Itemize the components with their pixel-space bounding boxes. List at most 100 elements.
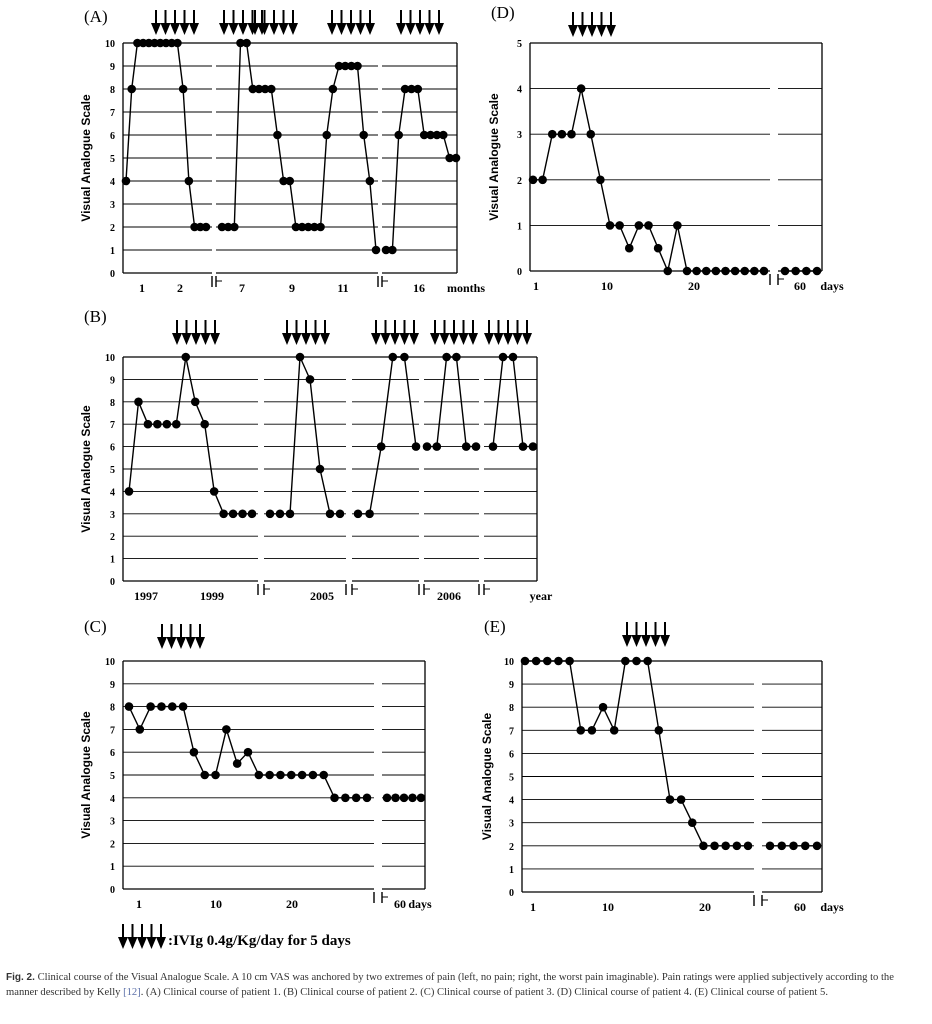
y-tick-label: 2 (509, 842, 514, 853)
y-tick-label: 3 (110, 817, 115, 828)
arrow-head (522, 333, 532, 345)
data-point (518, 442, 528, 451)
data-point (228, 509, 238, 519)
arrow-head (301, 333, 311, 345)
data-point (400, 84, 410, 94)
axis-break-gap (770, 45, 778, 277)
y-tick-label: 5 (110, 154, 115, 165)
data-point (286, 770, 296, 780)
y-tick-label: 0 (509, 888, 514, 899)
y-tick-label: 5 (110, 465, 115, 476)
arrow-head (288, 23, 298, 35)
data-point (273, 130, 282, 140)
data-point (310, 222, 319, 232)
axis-break-gap (378, 45, 382, 279)
x-tick-label: 2 (177, 281, 183, 295)
data-point (173, 38, 182, 48)
y-axis-label: Visual Analogue Scale (79, 94, 93, 222)
series-line (358, 356, 417, 515)
data-point (351, 793, 361, 803)
y-tick-label: 1 (110, 246, 115, 257)
data-point (710, 841, 719, 851)
data-point (587, 726, 597, 735)
data-point (381, 245, 391, 255)
data-point (557, 129, 567, 139)
arrow-head (250, 23, 260, 35)
arrow-head (166, 637, 177, 649)
data-point (721, 266, 730, 276)
data-point (285, 176, 295, 186)
data-point (334, 61, 344, 71)
data-point (451, 153, 461, 163)
y-tick-label: 6 (110, 443, 115, 454)
arrow-head (660, 635, 670, 647)
panel-label: (B) (84, 307, 107, 326)
y-tick-label: 0 (110, 885, 115, 896)
data-point (488, 442, 498, 451)
ivig-arrow-icon (371, 320, 419, 345)
arrow-head (278, 23, 289, 35)
panel-a: (A) 0 1 2 3 4 5 6 7 8 9 10 Visual Analogue Scale 1 2 7 9… (79, 7, 485, 295)
arrow-head (170, 23, 180, 35)
data-point (328, 84, 338, 94)
data-point (432, 442, 442, 451)
data-point (643, 656, 652, 666)
data-point (305, 375, 315, 384)
data-point (189, 747, 199, 757)
data-point (673, 221, 682, 230)
x-tick-label: 2005 (310, 589, 334, 603)
y-tick-label: 1 (509, 865, 514, 876)
data-point (777, 841, 787, 851)
arrow-head (189, 23, 199, 35)
data-point (181, 352, 191, 362)
arrow-head (434, 23, 444, 35)
data-point (699, 841, 708, 851)
data-point (172, 419, 181, 429)
ivig-arrow-icon (568, 12, 616, 37)
caption-ref-link[interactable]: [12] (123, 987, 141, 998)
data-point (391, 793, 400, 803)
y-tick-label: 7 (509, 726, 514, 737)
data-point (567, 129, 576, 139)
data-point (325, 509, 335, 519)
data-point (143, 419, 153, 429)
data-point (654, 726, 664, 735)
ivig-arrow-icon (151, 10, 199, 35)
data-point (162, 419, 172, 429)
data-point (644, 221, 653, 230)
data-point (254, 770, 264, 780)
data-point (432, 130, 442, 140)
arrow-head (399, 333, 410, 345)
data-point (721, 841, 730, 851)
data-point (217, 222, 227, 232)
data-point (330, 793, 339, 803)
ivig-legend: :IVIg 0.4g/Kg/day for 5 days (118, 924, 351, 949)
arrow-head (172, 333, 182, 345)
data-point (663, 266, 673, 276)
data-point (276, 770, 285, 780)
x-tick-label: 20 (699, 900, 711, 914)
data-point (266, 84, 276, 94)
arrow-head (424, 23, 435, 35)
data-point (167, 702, 177, 711)
arrow-head (185, 637, 196, 649)
data-point (759, 266, 769, 276)
data-point (265, 509, 275, 519)
arrow-head (157, 637, 167, 649)
data-point (508, 352, 518, 362)
data-point (335, 509, 345, 519)
arrow-head (650, 635, 661, 647)
y-tick-label: 7 (110, 420, 115, 431)
y-tick-label: 3 (517, 130, 522, 141)
data-point (416, 793, 426, 803)
x-tick-label: 60 (394, 897, 406, 911)
arrow-head (355, 23, 366, 35)
y-tick-label: 8 (110, 703, 115, 714)
x-unit-label: days (820, 279, 844, 293)
arrow-head (210, 333, 220, 345)
arrow-head (577, 25, 588, 37)
data-point (438, 130, 448, 140)
data-point (209, 487, 219, 496)
panel-c: (C) 0 1 2 3 4 5 6 7 8 9 10 Visual Analogue Scale 1 10 2… (79, 617, 432, 911)
